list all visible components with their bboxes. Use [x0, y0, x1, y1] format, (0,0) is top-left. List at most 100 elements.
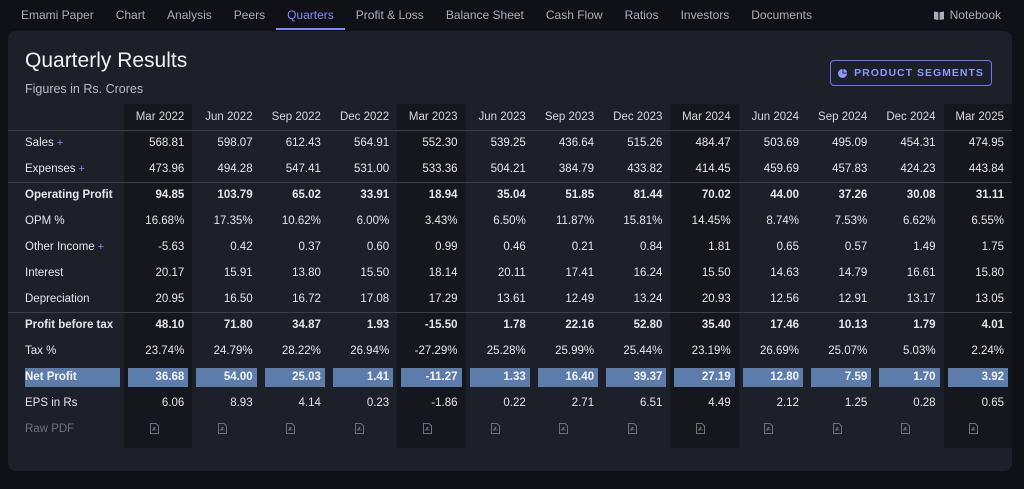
table-cell: 3.92 [944, 364, 1012, 390]
nav-tab-peers[interactable]: Peers [233, 8, 266, 22]
table-cell: 433.82 [627, 162, 663, 175]
pdf-file-icon [832, 423, 842, 435]
table-cell: 457.83 [832, 162, 868, 175]
table-cell: 15.50 [360, 267, 390, 279]
raw-pdf-link[interactable] [944, 416, 1012, 442]
raw-pdf-link[interactable] [124, 416, 192, 442]
column-header[interactable]: Mar 2022 [135, 110, 185, 123]
table-cell: 10.62% [281, 215, 321, 227]
raw-pdf-link[interactable] [807, 416, 875, 442]
expand-plus-icon[interactable]: + [97, 241, 105, 253]
table-cell: 15.81% [623, 215, 663, 227]
quarterly-results-table: Mar 2022 Jun 2022 Sep 2022 Dec 2022 Mar 2023… [8, 104, 1012, 442]
raw-pdf-link[interactable] [261, 416, 329, 442]
raw-pdf-link[interactable] [739, 416, 807, 442]
table-cell: 11.87% [555, 215, 595, 227]
pdf-file-icon [627, 423, 637, 435]
table-cell: 598.07 [217, 137, 253, 150]
table-cell: 17.35% [213, 215, 253, 227]
raw-pdf-link[interactable] [534, 416, 602, 442]
notebook-label: Notebook [949, 8, 1001, 22]
table-cell: 16.61 [906, 267, 936, 279]
raw-pdf-link[interactable] [397, 416, 465, 442]
column-header[interactable]: Jun 2023 [478, 110, 526, 123]
table-cell: 22.16 [565, 319, 595, 332]
table-cell: 14.45% [691, 215, 731, 227]
table-cell: 25.07% [828, 345, 868, 357]
product-segments-button[interactable]: PRODUCT SEGMENTS [830, 60, 992, 86]
pdf-file-icon [354, 423, 364, 435]
table-cell: 454.31 [900, 137, 936, 150]
table-cell: 4.01 [981, 319, 1004, 332]
row-label[interactable]: Expenses + [8, 156, 124, 182]
expand-plus-icon[interactable]: + [78, 162, 85, 175]
column-header[interactable]: Sep 2024 [818, 110, 868, 123]
page-title: Quarterly Results [25, 49, 188, 72]
column-header[interactable]: Jun 2022 [205, 110, 253, 123]
table-cell: 94.85 [155, 189, 185, 202]
raw-pdf-link[interactable] [329, 416, 397, 442]
nav-tab-ratios[interactable]: Ratios [624, 8, 659, 22]
net-profit-highlight-cell: 54.00 [196, 367, 257, 387]
table-cell: 14.79 [838, 267, 868, 279]
table-cell: 27.19 [670, 364, 738, 390]
column-header[interactable]: Dec 2023 [613, 110, 663, 123]
table-cell: 16.24 [633, 267, 663, 279]
nav-tab-quarters[interactable]: Quarters [276, 0, 345, 30]
column-header[interactable]: Mar 2025 [955, 110, 1004, 123]
table-cell: -1.86 [431, 397, 458, 409]
column-header[interactable]: Sep 2022 [271, 110, 321, 123]
raw-pdf-link[interactable] [875, 416, 943, 442]
table-cell: 39.37 [602, 364, 670, 390]
table-cell: 20.11 [497, 267, 526, 279]
table-cell: 2.24% [971, 345, 1004, 357]
table-cell: 484.47 [695, 137, 731, 150]
table-row: Depreciation 20.95 16.50 16.72 17.08 17.29 13.… [8, 286, 1012, 312]
nav-tab-analysis[interactable]: Analysis [167, 8, 212, 22]
table-cell: 443.84 [968, 162, 1004, 175]
nav-tab-investors[interactable]: Investors [680, 8, 730, 22]
row-label[interactable]: Sales + [8, 130, 124, 156]
table-cell: 70.02 [701, 189, 731, 202]
nav-tab-cash-flow[interactable]: Cash Flow [545, 8, 603, 22]
column-header[interactable]: Dec 2022 [339, 110, 390, 123]
table-cell: 564.91 [354, 137, 390, 150]
nav-tab-balance-sheet[interactable]: Balance Sheet [445, 8, 524, 22]
table-cell: 103.79 [217, 189, 253, 202]
column-header[interactable]: Dec 2024 [886, 110, 936, 123]
column-header[interactable]: Jun 2024 [751, 110, 799, 123]
row-label[interactable]: Other Income + [8, 234, 124, 260]
table-cell: 7.59 [807, 364, 875, 390]
table-cell: 547.41 [285, 162, 321, 175]
net-profit-highlight-cell: 12.80 [742, 367, 803, 387]
pdf-file-icon [491, 423, 501, 435]
nav-tab-profit-loss[interactable]: Profit & Loss [355, 8, 424, 22]
table-cell: 0.22 [503, 397, 526, 409]
table-cell: 17.46 [770, 319, 799, 332]
nav-tab-documents[interactable]: Documents [751, 8, 812, 22]
nav-tab-emami-paper[interactable]: Emami Paper [21, 8, 94, 22]
raw-pdf-link[interactable] [192, 416, 260, 442]
table-cell: 15.91 [223, 267, 253, 279]
column-header[interactable]: Mar 2023 [408, 110, 458, 123]
raw-pdf-link[interactable] [466, 416, 534, 442]
net-profit-highlight-cell: 3.92 [947, 367, 1008, 387]
table-cell: 0.28 [913, 397, 936, 409]
table-cell: 424.23 [900, 162, 936, 175]
pie-chart-icon [838, 68, 848, 78]
column-header[interactable]: Mar 2024 [682, 110, 731, 123]
table-cell: 23.74% [145, 345, 185, 357]
table-cell: 35.40 [701, 319, 731, 332]
table-cell: 36.68 [124, 364, 192, 390]
table-cell: 23.19% [691, 345, 731, 357]
table-cell: 568.81 [149, 137, 185, 150]
table-cell: 16.68% [145, 215, 185, 227]
table-cell: 71.80 [223, 319, 253, 332]
raw-pdf-link[interactable] [602, 416, 670, 442]
nav-tab-chart[interactable]: Chart [115, 8, 146, 22]
column-header[interactable]: Sep 2023 [544, 110, 595, 123]
raw-pdf-link[interactable] [670, 416, 738, 442]
table-cell: 6.55% [971, 215, 1004, 227]
expand-plus-icon[interactable]: + [56, 137, 64, 150]
notebook-link[interactable]: Notebook [933, 0, 1001, 30]
